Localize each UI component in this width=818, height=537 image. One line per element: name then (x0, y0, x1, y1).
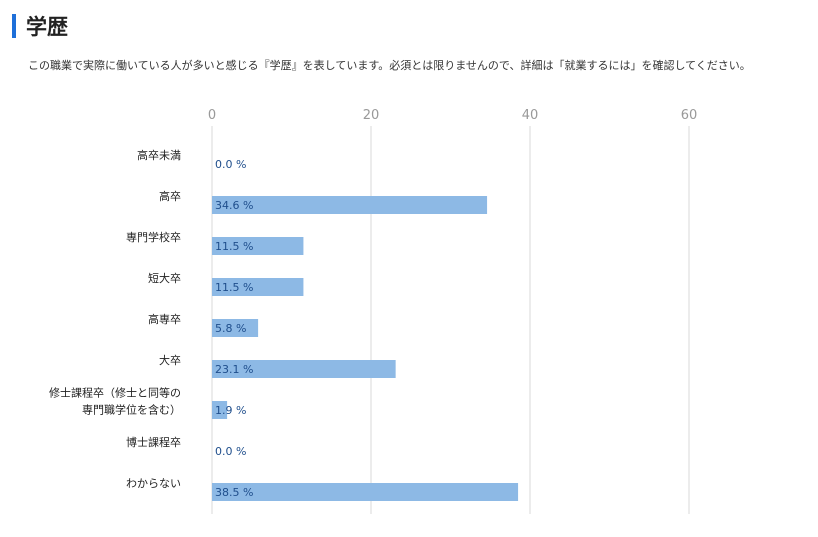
bar-value-label: 11.5 % (215, 281, 253, 294)
bar-value-label: 0.0 % (215, 445, 246, 458)
x-tick-label: 40 (522, 108, 539, 123)
bar-value-label: 0.0 % (215, 158, 246, 171)
bar-value-label: 34.6 % (215, 199, 253, 212)
category-label: 短大卒 (148, 271, 181, 285)
category-label: 修士課程卒（修士と同等の (49, 386, 181, 400)
x-tick-label: 20 (363, 108, 380, 123)
section-description: この職業で実際に働いている人が多いと感じる『学歴』を表しています。必須とは限りま… (28, 59, 751, 72)
bar (212, 278, 304, 296)
x-tick-label: 0 (208, 108, 216, 123)
bar (212, 237, 304, 255)
bar (212, 483, 519, 501)
x-tick-label: 60 (681, 108, 698, 123)
category-label: 高卒未満 (137, 148, 181, 162)
bar-value-label: 23.1 % (215, 363, 253, 376)
bar (212, 196, 488, 214)
bar-value-label: 11.5 % (215, 240, 253, 253)
bar-value-label: 38.5 % (215, 486, 253, 499)
category-label: 高専卒 (148, 312, 181, 326)
heading-accent-bar (12, 14, 16, 38)
section-heading: 学歴 (12, 12, 68, 40)
bar-value-label: 5.8 % (215, 322, 246, 335)
section-title: 学歴 (26, 15, 68, 39)
bar (212, 319, 259, 337)
category-label: 大卒 (159, 353, 181, 367)
bar (212, 360, 396, 378)
category-label: 専門学校卒 (126, 230, 181, 244)
bar (212, 401, 228, 419)
category-label: 専門職学位を含む） (82, 403, 181, 417)
bar-value-label: 1.9 % (215, 404, 246, 417)
category-label: 高卒 (159, 189, 181, 203)
category-label: 博士課程卒 (126, 435, 181, 449)
category-label: わからない (126, 477, 181, 490)
